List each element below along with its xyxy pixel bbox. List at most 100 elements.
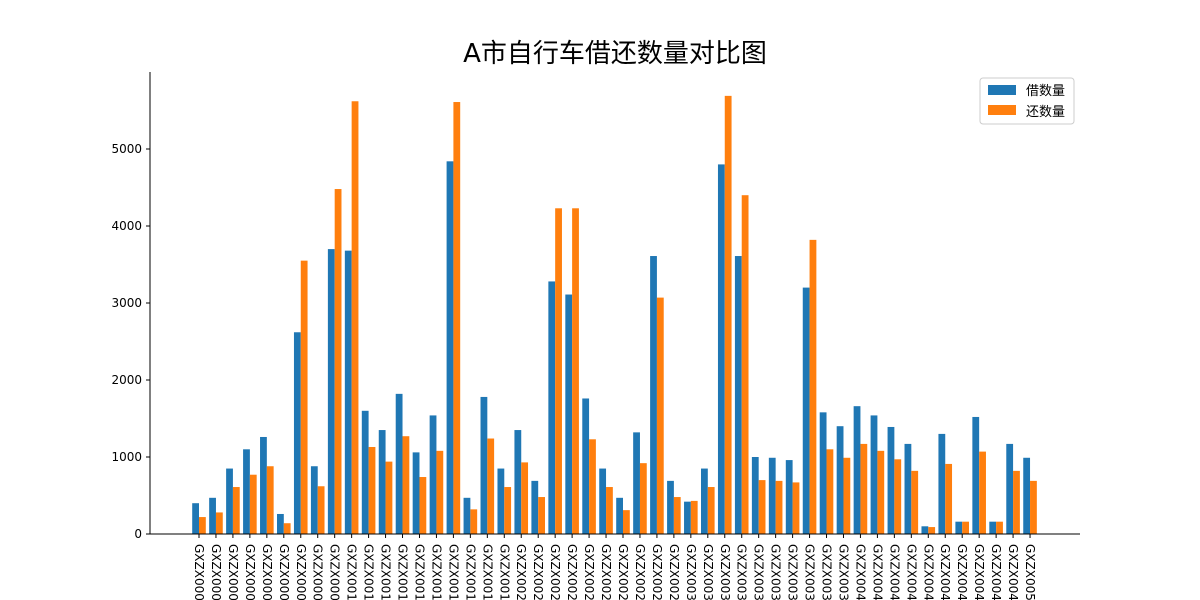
bar-return-GXZX0006 — [283, 523, 291, 534]
bar-borrow-GXZX0035 — [768, 457, 776, 534]
y-tick-label: 2000 — [111, 373, 142, 387]
bar-return-GXZX0002 — [215, 512, 223, 534]
x-tick-label: GXZX0050 — [1023, 544, 1037, 600]
bar-return-GXZX0027 — [639, 463, 647, 534]
x-tick-label: GXZX0013 — [396, 544, 410, 600]
bar-borrow-GXZX0049 — [1006, 443, 1014, 534]
x-tick-label: GXZX0047 — [972, 544, 986, 600]
x-tick-label: GXZX0010 — [345, 544, 359, 600]
x-tick-label: GXZX0037 — [803, 544, 817, 600]
bar-return-GXZX0011 — [368, 446, 376, 534]
bar-borrow-GXZX0005 — [260, 436, 267, 534]
x-tick-label: GXZX0006 — [277, 544, 291, 600]
bar-borrow-GXZX0027 — [633, 432, 640, 534]
x-tick-label: GXZX0035 — [769, 544, 783, 600]
bar-return-GXZX0005 — [266, 466, 274, 534]
x-tick-label: GXZX0008 — [311, 544, 325, 600]
x-tick-label: GXZX0038 — [820, 544, 834, 600]
bar-borrow-GXZX0002 — [209, 497, 216, 534]
bar-borrow-GXZX0025 — [599, 468, 607, 534]
x-tick-label: GXZX0026 — [616, 544, 630, 600]
bar-return-GXZX0041 — [877, 450, 885, 534]
x-tick-label: GXZX0043 — [904, 544, 918, 600]
bar-borrow-GXZX0045 — [938, 433, 946, 534]
legend-swatch-return — [988, 105, 1016, 115]
bar-borrow-GXZX0006 — [277, 513, 284, 534]
x-tick-label: GXZX0001 — [192, 544, 206, 600]
bar-return-GXZX0008 — [317, 486, 325, 534]
bar-borrow-GXZX0015 — [429, 415, 437, 534]
x-tick-label: GXZX0034 — [752, 544, 766, 600]
bar-return-GXZX0007 — [300, 260, 308, 534]
bar-borrow-GXZX0026 — [616, 497, 623, 534]
bar-return-GXZX0024 — [589, 439, 596, 534]
bar-return-GXZX0049 — [1013, 470, 1020, 534]
bar-borrow-GXZX0029 — [667, 480, 674, 534]
bar-return-GXZX0017 — [470, 509, 478, 534]
bar-return-GXZX0010 — [351, 101, 359, 534]
x-tick-label: GXZX0022 — [548, 544, 562, 600]
bar-return-GXZX0031 — [707, 487, 715, 534]
bar-return-GXZX0034 — [758, 480, 766, 534]
bar-borrow-GXZX0003 — [226, 468, 233, 534]
x-tick-label: GXZX0012 — [379, 544, 393, 600]
bar-return-GXZX0047 — [979, 451, 986, 534]
bar-borrow-GXZX0011 — [361, 410, 369, 534]
bar-borrow-GXZX0009 — [327, 249, 335, 534]
x-tick-label: GXZX0033 — [735, 544, 749, 600]
chart-title: A市自行车借还数量对比图 — [463, 39, 767, 69]
bar-return-GXZX0042 — [894, 459, 902, 534]
x-tick-label: GXZX0032 — [718, 544, 732, 600]
bar-borrow-GXZX0001 — [192, 503, 199, 534]
bar-borrow-GXZX0010 — [344, 250, 352, 534]
bar-return-GXZX0001 — [199, 517, 206, 534]
x-tick-label: GXZX0021 — [531, 544, 545, 600]
bar-borrow-GXZX0013 — [395, 393, 403, 534]
bar-borrow-GXZX0038 — [819, 412, 827, 534]
bar-return-GXZX0048 — [996, 521, 1003, 534]
bar-borrow-GXZX0020 — [514, 430, 522, 534]
bar-borrow-GXZX0004 — [243, 449, 250, 534]
legend-label-return: 还数量 — [1026, 105, 1065, 120]
bar-return-GXZX0018 — [487, 438, 495, 534]
bar-borrow-GXZX0043 — [904, 443, 912, 534]
bar-return-GXZX0036 — [792, 482, 800, 534]
bar-return-GXZX0019 — [504, 487, 512, 534]
bar-borrow-GXZX0024 — [582, 398, 590, 534]
x-tick-label: GXZX0041 — [870, 544, 884, 600]
x-tick-label: GXZX0049 — [1006, 544, 1020, 600]
bar-return-GXZX0037 — [809, 239, 817, 535]
x-tick-label: GXZX0015 — [429, 544, 443, 600]
bar-borrow-GXZX0047 — [972, 416, 980, 534]
bar-borrow-GXZX0036 — [785, 460, 793, 534]
x-tick-label: GXZX0025 — [599, 544, 613, 600]
y-tick-label: 0 — [134, 527, 142, 541]
bar-borrow-GXZX0031 — [701, 468, 708, 534]
bar-return-GXZX0044 — [928, 527, 936, 534]
bar-return-GXZX0014 — [419, 477, 427, 534]
x-tick-label: GXZX0011 — [362, 544, 376, 600]
x-tick-label: GXZX0028 — [650, 544, 664, 600]
bar-borrow-GXZX0034 — [751, 457, 759, 534]
bar-return-GXZX0012 — [385, 461, 393, 534]
bar-return-GXZX0050 — [1030, 480, 1037, 534]
bar-borrow-GXZX0012 — [378, 430, 386, 534]
x-tick-label: GXZX0019 — [497, 544, 511, 600]
x-tick-label: GXZX0031 — [701, 544, 715, 600]
x-tick-label: GXZX0023 — [565, 544, 579, 600]
bar-return-GXZX0026 — [623, 510, 630, 534]
bar-borrow-GXZX0022 — [548, 281, 556, 534]
bar-return-GXZX0009 — [334, 189, 342, 535]
bar-return-GXZX0023 — [572, 208, 579, 535]
bar-return-GXZX0004 — [249, 474, 257, 534]
y-tick-label: 4000 — [111, 219, 142, 233]
bar-borrow-GXZX0019 — [497, 468, 505, 534]
bar-return-GXZX0003 — [232, 487, 240, 534]
bar-return-GXZX0028 — [656, 297, 664, 534]
x-tick-label: GXZX0014 — [412, 544, 426, 600]
bar-return-GXZX0038 — [826, 449, 834, 534]
bar-return-GXZX0030 — [690, 500, 698, 534]
bar-borrow-GXZX0008 — [310, 466, 318, 534]
x-tick-label: GXZX0048 — [989, 544, 1003, 600]
